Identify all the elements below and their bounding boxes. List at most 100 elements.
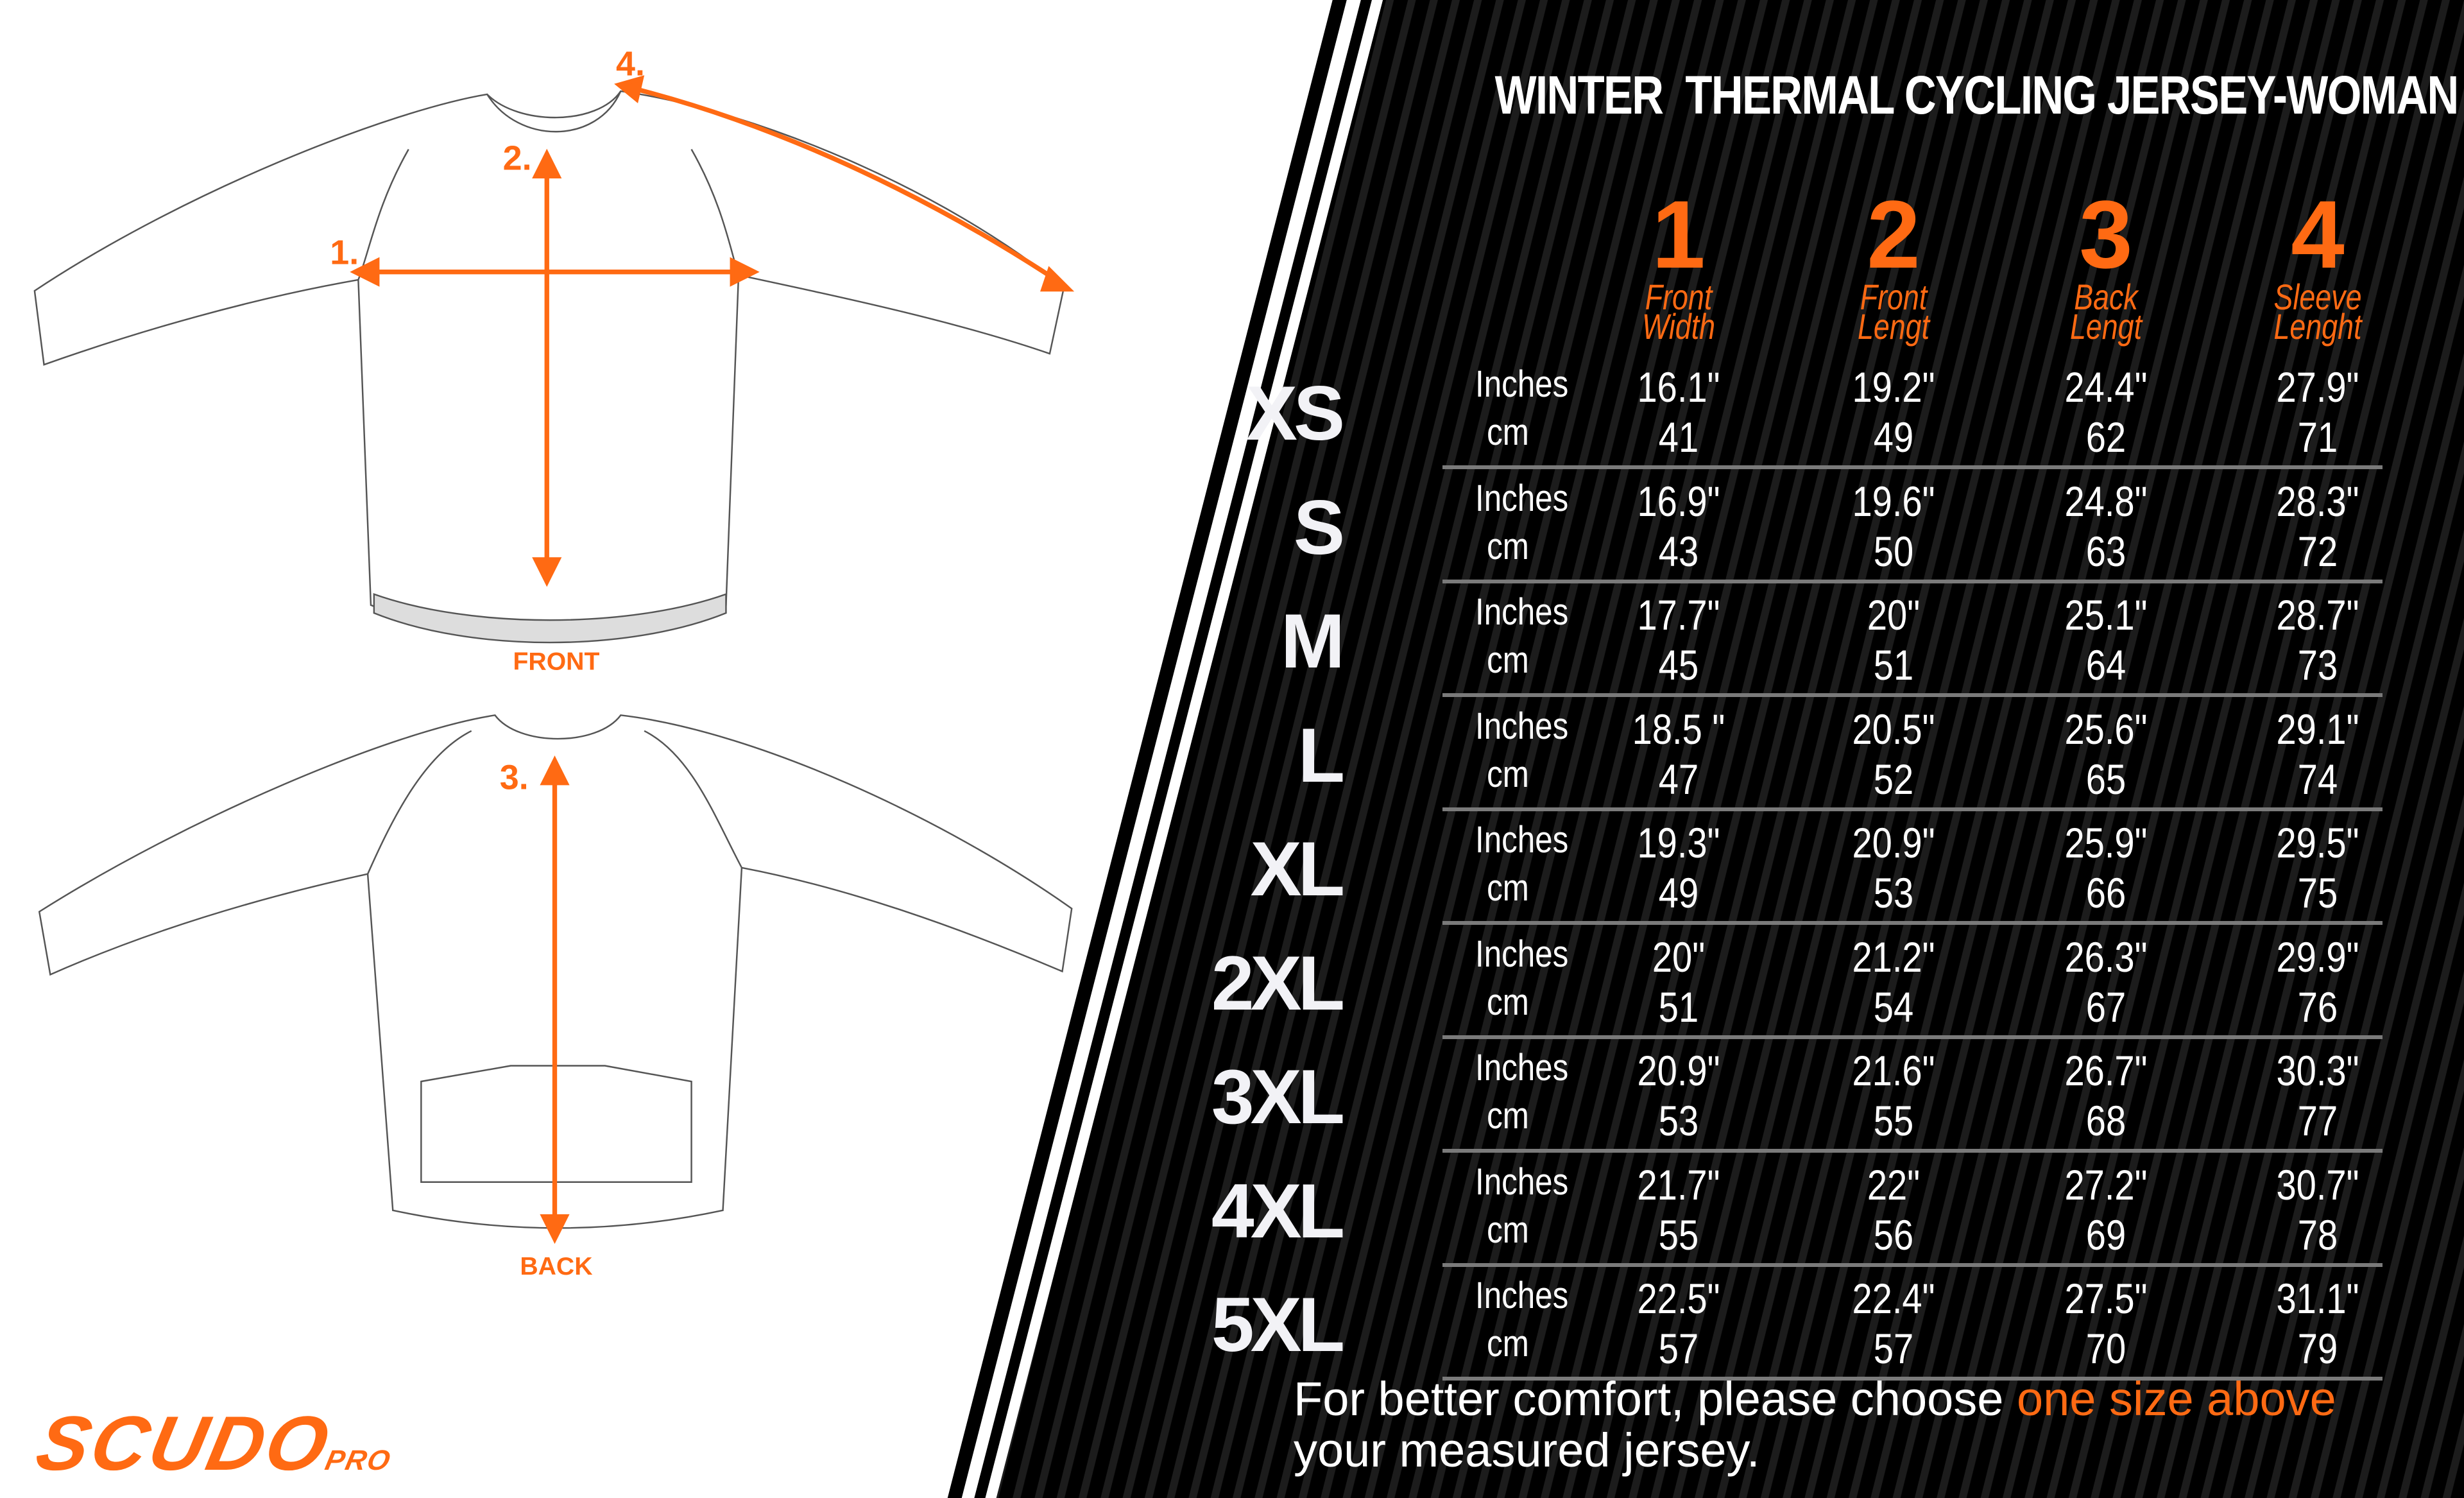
cm-value: 45 — [1658, 641, 1699, 689]
column-number: 1 — [1652, 180, 1706, 288]
column-label: Width — [1641, 306, 1716, 347]
cm-value: 76 — [2297, 983, 2338, 1031]
unit-inches-label: Inches — [1475, 705, 1569, 747]
unit-cm-label: cm — [1487, 411, 1529, 453]
size-row: XS Inches cm 16.1" 19.2" 24.4" 27.9" 41 49 62 71 — [1219, 356, 2387, 470]
front-label: FRONT — [513, 648, 599, 675]
marker-3: 3. — [500, 758, 529, 796]
unit-cm-label: cm — [1487, 753, 1529, 795]
cm-value: 53 — [1658, 1097, 1699, 1144]
inches-value: 21.6" — [1852, 1047, 1935, 1094]
column-label: Front — [1860, 277, 1928, 317]
row-divider — [1442, 1377, 2383, 1381]
cm-value: 66 — [2085, 869, 2126, 917]
cm-value: 67 — [2085, 983, 2126, 1031]
dark-panel-edge — [947, 0, 1347, 1498]
cm-value: 73 — [2297, 641, 2338, 689]
size-row: 3XL Inches cm 20.9" 21.6" 26.7" 30.3" 53 55 68 77 — [1211, 1040, 2387, 1153]
unit-inches-label: Inches — [1475, 363, 1569, 405]
note-text: For better comfort, please choose — [1294, 1372, 2017, 1425]
cm-value: 68 — [2085, 1097, 2126, 1144]
unit-cm-label: cm — [1487, 1323, 1529, 1365]
unit-inches-label: Inches — [1475, 933, 1569, 975]
row-divider — [1442, 1262, 2383, 1267]
cm-value: 49 — [1658, 869, 1699, 917]
inches-value: 27.5" — [2064, 1275, 2148, 1322]
inches-value: 20.5" — [1852, 705, 1935, 753]
cm-value: 53 — [1873, 869, 1914, 917]
unit-cm-label: cm — [1487, 1209, 1529, 1251]
inches-value: 30.3" — [2276, 1047, 2359, 1094]
unit-cm-label: cm — [1487, 981, 1529, 1023]
inches-value: 24.8" — [2064, 477, 2148, 525]
size-label: 3XL — [1211, 1054, 1345, 1140]
cm-value: 75 — [2297, 869, 2338, 917]
cm-value: 70 — [2085, 1325, 2126, 1372]
marker-2: 2. — [503, 139, 532, 178]
column-label: Front — [1645, 277, 1713, 317]
size-row: 4XL Inches cm 21.7" 22" 27.2" 30.7" 55 56 69 78 — [1211, 1154, 2387, 1268]
inches-value: 28.7" — [2276, 591, 2359, 639]
inches-value: 29.9" — [2276, 933, 2359, 981]
column-header: 3 Back Lengt — [2010, 180, 2202, 347]
cm-value: 64 — [2085, 641, 2126, 689]
cm-value: 72 — [2297, 527, 2338, 575]
inches-value: 28.3" — [2276, 477, 2359, 525]
unit-inches-label: Inches — [1475, 1160, 1569, 1203]
inches-value: 22" — [1867, 1160, 1921, 1209]
inches-value: 26.3" — [2064, 933, 2148, 981]
unit-cm-label: cm — [1487, 525, 1529, 567]
column-label: Lenght — [2273, 306, 2362, 347]
size-row: L Inches cm 18.5 " 20.5" 25.6" 29.1" 47 52 65 74 — [1219, 698, 2387, 812]
column-label: Lengt — [1857, 306, 1930, 347]
inches-value: 29.1" — [2276, 705, 2359, 753]
inches-value: 27.2" — [2064, 1160, 2148, 1209]
fit-note: For better comfort, please choose one si… — [1294, 1373, 2336, 1476]
size-label: 5XL — [1211, 1282, 1345, 1368]
marker-1: 1. — [330, 233, 359, 271]
note-highlight: one size above — [2016, 1372, 2336, 1425]
column-number: 2 — [1867, 180, 1921, 288]
unit-cm-label: cm — [1487, 1095, 1529, 1137]
inches-value: 29.5" — [2276, 819, 2359, 866]
row-divider — [1442, 1035, 2383, 1039]
cm-value: 51 — [1873, 641, 1914, 689]
size-label: XS — [1245, 370, 1345, 456]
unit-inches-label: Inches — [1475, 819, 1569, 861]
column-label: Lengt — [2069, 306, 2143, 347]
size-row: XL Inches cm 19.3" 20.9" 25.9" 29.5" 49 53 66 75 — [1219, 812, 2387, 925]
inches-value: 17.7" — [1637, 591, 1720, 639]
row-divider — [1442, 921, 2383, 925]
inches-value: 31.1" — [2276, 1275, 2359, 1322]
inches-value: 25.9" — [2064, 819, 2148, 866]
row-divider — [1442, 579, 2383, 583]
inches-value: 20" — [1867, 591, 1921, 639]
inches-value: 20" — [1652, 933, 1706, 981]
cm-value: 57 — [1873, 1325, 1914, 1372]
column-header: 2 Front Lengt — [1797, 180, 1990, 347]
inches-value: 19.2" — [1852, 363, 1935, 411]
cm-value: 47 — [1658, 755, 1699, 803]
row-divider — [1442, 693, 2383, 697]
inches-value: 20.9" — [1637, 1047, 1720, 1094]
cm-value: 78 — [2297, 1210, 2338, 1259]
note-text-2: your measured jersey. — [1294, 1424, 1760, 1477]
cm-value: 55 — [1873, 1097, 1914, 1144]
unit-inches-label: Inches — [1475, 1047, 1569, 1089]
unit-inches-label: Inches — [1475, 1275, 1569, 1316]
column-label: Back — [2074, 277, 2138, 317]
measurement-arrow-back — [540, 755, 570, 1244]
inches-value: 22.4" — [1852, 1275, 1935, 1322]
size-label: 2XL — [1211, 940, 1345, 1026]
column-number: 3 — [2079, 180, 2133, 288]
inches-value: 25.6" — [2064, 705, 2148, 753]
cm-value: 50 — [1873, 527, 1914, 575]
row-divider — [1442, 807, 2383, 811]
size-label: XL — [1250, 826, 1345, 912]
size-row: 2XL Inches cm 20" 21.2" 26.3" 29.9" 51 54 67 76 — [1211, 926, 2387, 1040]
inches-value: 18.5 " — [1632, 705, 1725, 753]
cm-value: 79 — [2297, 1325, 2338, 1372]
dark-panel — [996, 0, 2464, 1498]
chart-title: WINTER THERMAL CYCLING JERSEY-WOMAN — [1494, 65, 2460, 125]
inches-value: 16.1" — [1637, 363, 1720, 411]
